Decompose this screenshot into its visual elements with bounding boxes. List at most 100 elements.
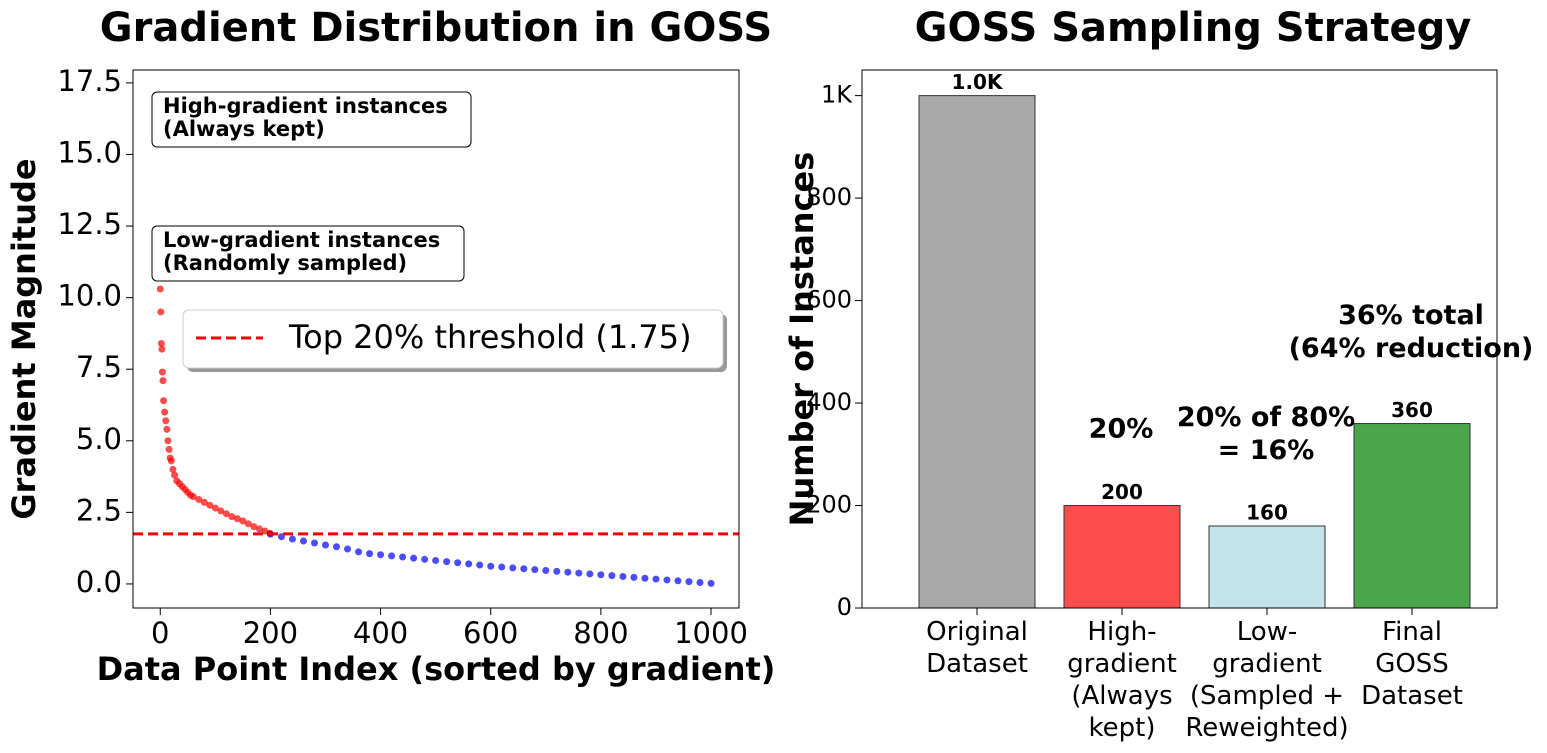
legend-label: Top 20% threshold (1.75) <box>288 318 692 356</box>
annotation: High-gradient instances (Always kept) <box>163 94 448 141</box>
scatter-point <box>344 545 352 553</box>
scatter-point <box>160 397 168 405</box>
scatter-point <box>630 573 638 581</box>
scatter-point <box>388 552 396 560</box>
scatter-point <box>217 507 225 515</box>
scatter-point <box>454 559 462 567</box>
x-tick-label: High-gradient (Always kept) <box>1067 617 1177 743</box>
scatter-point <box>164 437 172 445</box>
annotation: 20% of 80% = 16% <box>1177 402 1355 466</box>
y-tick-label: 0.0 <box>76 565 122 599</box>
scatter-point <box>157 339 165 347</box>
scatter-point <box>597 571 605 579</box>
scatter-point <box>509 564 517 572</box>
scatter-point <box>487 562 495 570</box>
annotation-box <box>151 225 465 282</box>
bar-value-label: 360 <box>1391 398 1433 422</box>
scatter-point <box>244 520 252 528</box>
y-tick-label: 200 <box>806 491 852 519</box>
scatter-point <box>206 501 214 509</box>
x-tick-label: 200 <box>243 616 298 650</box>
scatter-point <box>299 537 307 545</box>
bar <box>918 95 1036 609</box>
scatter-point <box>169 465 177 473</box>
scatter-point <box>421 555 429 563</box>
plot-frame <box>132 69 740 609</box>
scatter-point <box>410 554 418 562</box>
y-tick-label: 15.0 <box>57 135 122 169</box>
scatter-point <box>158 368 166 376</box>
y-axis-label: Gradient Magnitude <box>5 158 43 519</box>
scatter-point <box>250 523 258 531</box>
y-tick-label: 400 <box>806 388 852 416</box>
scatter-point <box>288 535 296 543</box>
scatter-point <box>575 569 583 577</box>
scatter-point <box>707 579 715 587</box>
scatter-point <box>167 457 175 465</box>
scatter-point <box>586 570 594 578</box>
y-tick-label: 600 <box>806 286 852 314</box>
scatter-point <box>255 525 263 533</box>
scatter-point <box>189 493 197 501</box>
bar-value-label: 1.0K <box>952 70 1004 94</box>
scatter-point <box>399 553 407 561</box>
scatter-point <box>158 345 166 353</box>
bar-value-label: 200 <box>1101 480 1143 504</box>
x-tick-label: Final GOSS Dataset <box>1361 617 1463 711</box>
x-tick-label: Low-gradient (Sampled + Reweighted) <box>1185 617 1348 743</box>
x-tick-label: 1000 <box>674 616 748 650</box>
scatter-point <box>156 285 164 293</box>
scatter-point <box>498 563 506 571</box>
scatter-point <box>520 565 528 573</box>
annotation: Low-gradient instances (Randomly sampled) <box>163 228 440 275</box>
scatter-point <box>674 577 682 585</box>
scatter-point <box>564 568 572 576</box>
y-tick-label: 1K <box>821 81 853 109</box>
x-tick-label: 400 <box>353 616 408 650</box>
y-tick-label: 5.0 <box>76 422 122 456</box>
scatter-point <box>211 504 219 512</box>
scatter-point <box>652 575 660 583</box>
y-tick-label: 12.5 <box>57 207 122 241</box>
x-tick-label: 600 <box>463 616 518 650</box>
scatter-point <box>443 558 451 566</box>
y-tick-label: 2.5 <box>76 493 122 527</box>
y-axis-label: Number of Instances <box>783 152 821 527</box>
scatter-point <box>162 417 170 425</box>
x-axis-label: Data Point Index (sorted by gradient) <box>97 650 776 688</box>
scatter-point <box>608 572 616 580</box>
y-tick-label: 10.0 <box>57 279 122 313</box>
y-tick-label: 0 <box>837 593 852 621</box>
x-tick-label: 0 <box>151 616 169 650</box>
scatter-point <box>239 517 247 525</box>
y-tick-label: 800 <box>806 183 852 211</box>
x-tick-label: Original Dataset <box>926 617 1028 679</box>
scatter-point <box>228 513 236 521</box>
y-tick-label: 17.5 <box>57 64 122 98</box>
scatter-point <box>366 550 374 558</box>
annotation: 20% <box>1089 414 1154 445</box>
scatter-point <box>321 541 329 549</box>
scatter-point <box>310 539 318 547</box>
scatter-point <box>553 567 561 575</box>
x-tick-label: 800 <box>573 616 628 650</box>
bar <box>1063 505 1181 609</box>
legend-box <box>182 309 724 369</box>
scatter-point <box>233 515 241 523</box>
scatter-point <box>531 566 539 574</box>
scatter-point <box>195 495 203 503</box>
scatter-point <box>157 308 165 316</box>
scatter-point <box>696 579 704 587</box>
chart-title: GOSS Sampling Strategy <box>915 5 1472 51</box>
annotation: 36% total (64% reduction) <box>1289 300 1534 364</box>
scatter-point <box>377 551 385 559</box>
scatter-point <box>685 578 693 586</box>
scatter-point <box>165 445 173 453</box>
scatter-point <box>161 408 169 416</box>
scatter-point <box>333 543 341 551</box>
scatter-point <box>163 425 171 433</box>
scatter-point <box>171 471 179 479</box>
scatter-point <box>159 377 167 385</box>
scatter-point <box>476 561 484 569</box>
